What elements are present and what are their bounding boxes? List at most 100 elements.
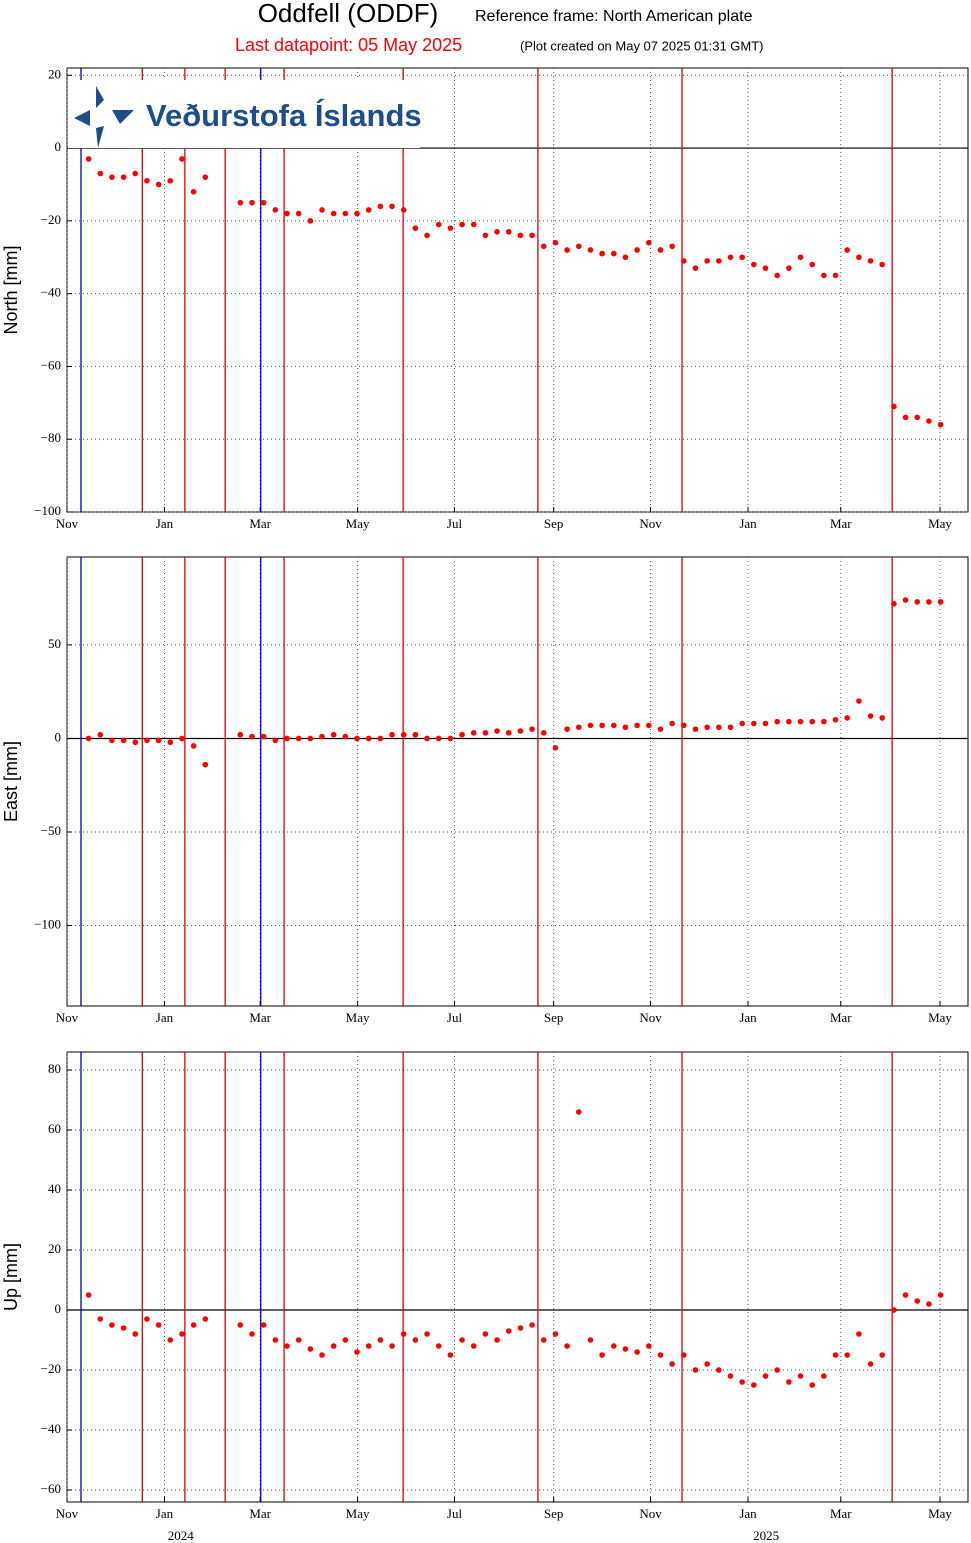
data-point <box>389 1343 395 1349</box>
y-tick-label: −60 <box>41 357 61 372</box>
data-point <box>564 1343 570 1349</box>
x-tick-label: May <box>346 1506 370 1521</box>
data-point <box>891 600 897 607</box>
x-tick-label: Jan <box>156 516 174 531</box>
data-point <box>937 421 944 428</box>
data-point <box>809 261 815 268</box>
data-point <box>599 1352 605 1358</box>
data-point <box>914 1298 921 1304</box>
data-point <box>529 726 535 732</box>
data-point <box>494 228 500 235</box>
data-point <box>202 761 209 768</box>
data-point <box>902 1292 909 1298</box>
y-axis-label: North [mm] <box>1 245 21 334</box>
data-point <box>832 716 839 723</box>
y-tick-label: −100 <box>34 503 61 518</box>
data-point <box>879 715 886 721</box>
y-tick-label: 80 <box>48 1061 61 1076</box>
data-point <box>284 210 290 217</box>
data-point <box>716 724 722 731</box>
x-tick-label: Nov <box>56 1010 79 1025</box>
data-point <box>97 731 104 738</box>
logo: Veðurstofa Íslands <box>68 80 422 148</box>
data-point <box>482 232 489 239</box>
data-point <box>879 1352 886 1358</box>
data-point <box>365 1343 372 1349</box>
data-point <box>144 178 150 184</box>
x-tick-label: May <box>928 516 952 531</box>
data-point <box>739 720 745 727</box>
data-point <box>202 174 209 180</box>
data-point <box>727 254 734 261</box>
data-point <box>412 1337 419 1343</box>
x-tick-label: Mar <box>830 1010 852 1025</box>
data-point <box>354 210 360 217</box>
data-point <box>132 739 139 746</box>
data-point <box>762 265 769 271</box>
data-point <box>284 1343 290 1349</box>
data-point <box>926 1301 932 1307</box>
data-point <box>856 254 862 261</box>
data-point <box>821 1373 827 1379</box>
data-point <box>319 733 325 740</box>
data-point <box>751 720 757 727</box>
data-point <box>470 1343 477 1349</box>
data-point <box>937 599 944 605</box>
x-tick-label: Jul <box>447 1506 463 1521</box>
data-point <box>564 726 570 732</box>
data-point <box>751 261 757 268</box>
y-tick-label: 20 <box>48 66 61 81</box>
data-point <box>260 733 267 740</box>
data-point <box>692 265 699 271</box>
data-point <box>552 1331 559 1337</box>
data-point <box>132 1331 139 1337</box>
x-tick-label: Nov <box>639 1506 662 1521</box>
data-point <box>237 1322 244 1328</box>
data-point <box>319 1352 325 1358</box>
y-tick-label: 60 <box>48 1121 61 1136</box>
data-point <box>272 737 279 744</box>
data-point <box>856 1331 862 1337</box>
data-point <box>190 188 197 195</box>
plot-area <box>66 67 969 513</box>
data-point <box>155 1322 162 1328</box>
data-point <box>762 720 769 727</box>
data-point <box>867 258 874 264</box>
data-point <box>179 1331 185 1337</box>
data-point <box>272 1337 279 1343</box>
data-point <box>902 597 909 603</box>
data-point <box>424 735 430 742</box>
data-point <box>669 1361 675 1367</box>
data-point <box>155 181 162 188</box>
data-point <box>120 174 127 180</box>
data-point <box>249 733 255 740</box>
data-point <box>552 745 559 751</box>
data-point <box>470 730 477 736</box>
data-point <box>447 225 454 231</box>
subtitle: Reference frame: North American plate <box>475 8 753 25</box>
data-point <box>575 724 582 731</box>
data-point <box>634 247 640 253</box>
data-point <box>821 272 827 279</box>
x-tick-label: Sep <box>544 1010 564 1025</box>
data-point <box>237 199 244 206</box>
y-tick-label: 0 <box>55 139 62 154</box>
data-point <box>400 731 407 738</box>
data-point <box>412 731 419 738</box>
data-point <box>295 735 302 742</box>
data-point <box>529 232 535 239</box>
data-point <box>622 724 629 731</box>
y-tick-label: −50 <box>41 823 61 838</box>
data-point <box>610 250 617 257</box>
data-point <box>809 1382 815 1388</box>
data-point <box>540 730 547 736</box>
data-point <box>599 722 605 729</box>
data-point <box>762 1373 769 1379</box>
data-point <box>482 1331 489 1337</box>
y-tick-label: −20 <box>41 212 61 227</box>
data-point <box>914 414 921 421</box>
data-point <box>330 210 337 217</box>
data-point <box>167 178 174 184</box>
data-point <box>132 170 139 177</box>
y-tick-label: 40 <box>48 1181 61 1196</box>
